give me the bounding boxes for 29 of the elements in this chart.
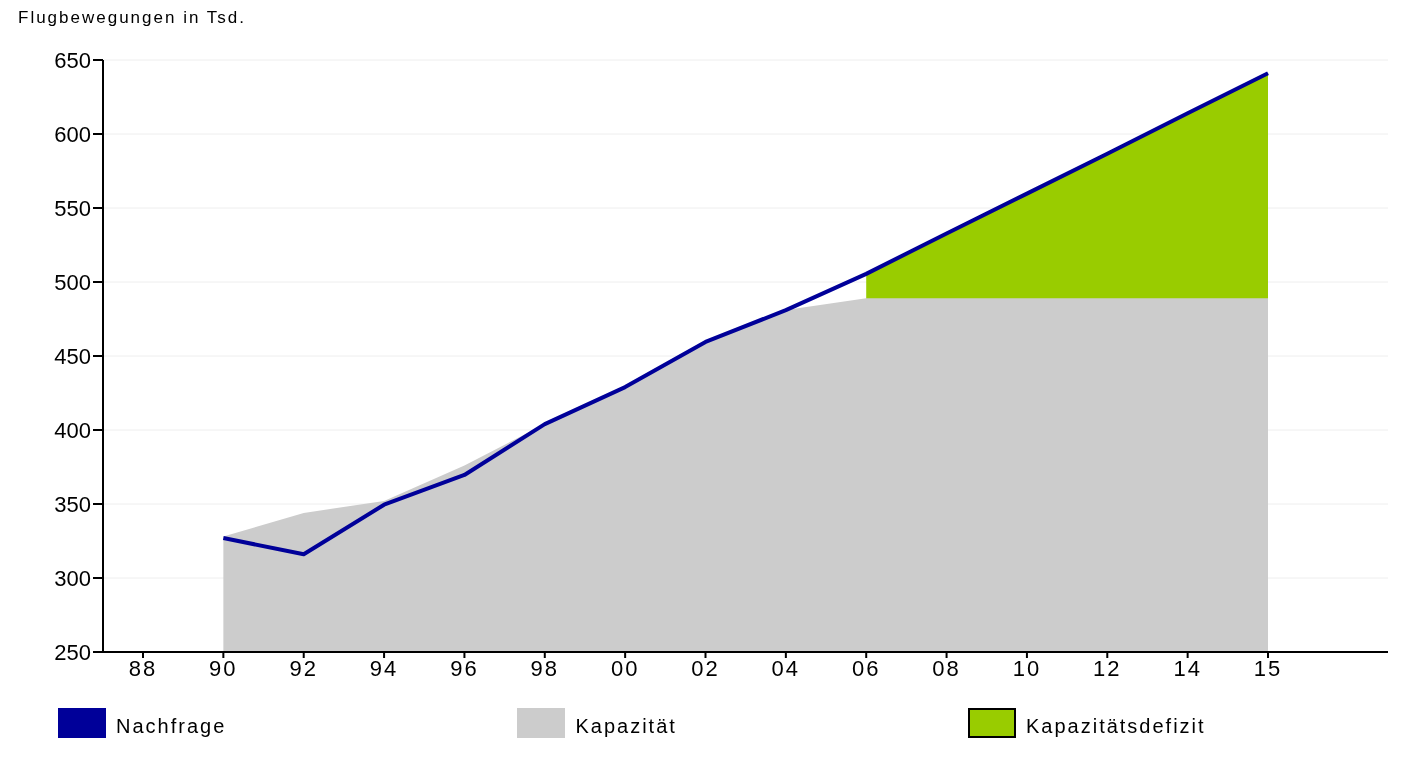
x-tick-label: 15 [1253,655,1283,681]
y-tick-label: 600 [54,121,91,147]
y-tick-label: 250 [54,639,91,665]
y-tick-label: 300 [54,565,91,591]
legend-label: Kapazität [575,715,677,738]
y-tick-label: 500 [54,269,91,295]
x-tick-label: 06 [851,655,881,681]
y-tick-label: 650 [54,47,91,73]
legend-label: Nachfrage [116,715,227,738]
legend-label: Kapazitätsdefizit [1025,715,1206,738]
x-tick-label: 00 [610,655,640,681]
x-tick-label: 02 [691,655,720,681]
x-tick-label: 92 [289,655,318,681]
x-tick-label: 98 [530,655,560,681]
line-series [221,71,1270,557]
x-tick-label: 04 [771,655,801,681]
x-tick-label: 10 [1012,655,1042,681]
x-tick-label: 96 [450,655,479,681]
y-axis-title: Flugbewegungen in Tsd. [18,8,247,29]
y-tick-label: 400 [54,417,91,443]
y-tick-label: 450 [54,343,91,369]
y-tick-label: 350 [54,491,91,517]
x-tick-label: 88 [128,655,158,681]
x-tick-label: 12 [1093,655,1122,681]
y-tick-label: 550 [54,195,91,221]
x-tick-label: 08 [932,655,961,681]
x-tick-label: 14 [1173,655,1202,681]
x-tick-label: 94 [369,655,399,681]
x-tick-label: 90 [209,655,238,681]
